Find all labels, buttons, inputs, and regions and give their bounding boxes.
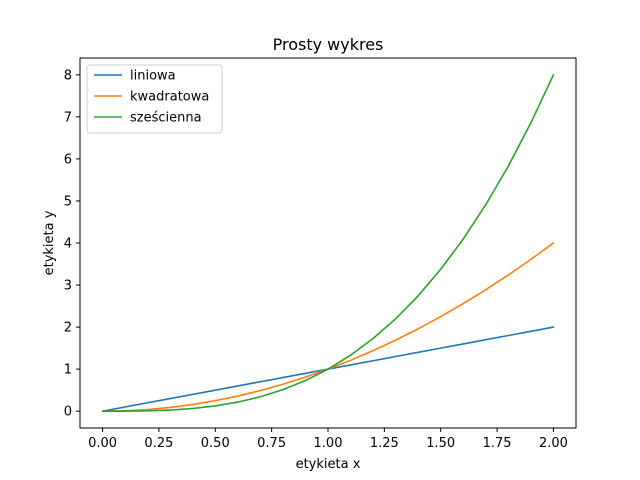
x-tick-label: 1.00	[314, 436, 343, 451]
y-tick-label: 6	[64, 152, 72, 167]
legend-label-0: liniowa	[130, 69, 176, 84]
y-tick-label: 3	[64, 279, 72, 294]
y-tick-label: 0	[64, 405, 72, 420]
y-axis-label: etykieta y	[42, 210, 57, 275]
x-axis: 0.00 0.25 0.50 0.75 1.00 1.25 1.50 1.75 2.00	[88, 428, 568, 451]
x-tick-label: 2.00	[539, 436, 568, 451]
series-line-2	[101, 74, 555, 412]
legend: liniowa kwadratowa sześcienna	[86, 64, 223, 134]
x-tick-label: 0.75	[257, 436, 286, 451]
legend-label-1: kwadratowa	[130, 90, 209, 105]
y-tick-label: 4	[64, 237, 72, 252]
y-tick-label: 2	[64, 321, 72, 336]
x-tick-label: 1.75	[483, 436, 512, 451]
x-tick-label: 0.50	[201, 436, 230, 451]
y-axis: 0 1 2 3 4 5 6 7 8	[64, 68, 80, 420]
x-tick-label: 0.25	[144, 436, 173, 451]
y-tick-label: 5	[64, 194, 72, 209]
y-tick-label: 7	[64, 110, 72, 125]
x-tick-label: 1.50	[426, 436, 455, 451]
x-axis-label: etykieta x	[296, 457, 361, 472]
x-tick-label: 1.25	[370, 436, 399, 451]
y-tick-label: 1	[64, 363, 72, 378]
y-tick-label: 8	[64, 68, 72, 83]
x-tick-label: 0.00	[88, 436, 117, 451]
legend-label-2: sześcienna	[130, 111, 202, 126]
chart-title: Prosty wykres	[273, 35, 384, 54]
legend-box	[86, 64, 223, 134]
series-layer	[101, 74, 555, 412]
